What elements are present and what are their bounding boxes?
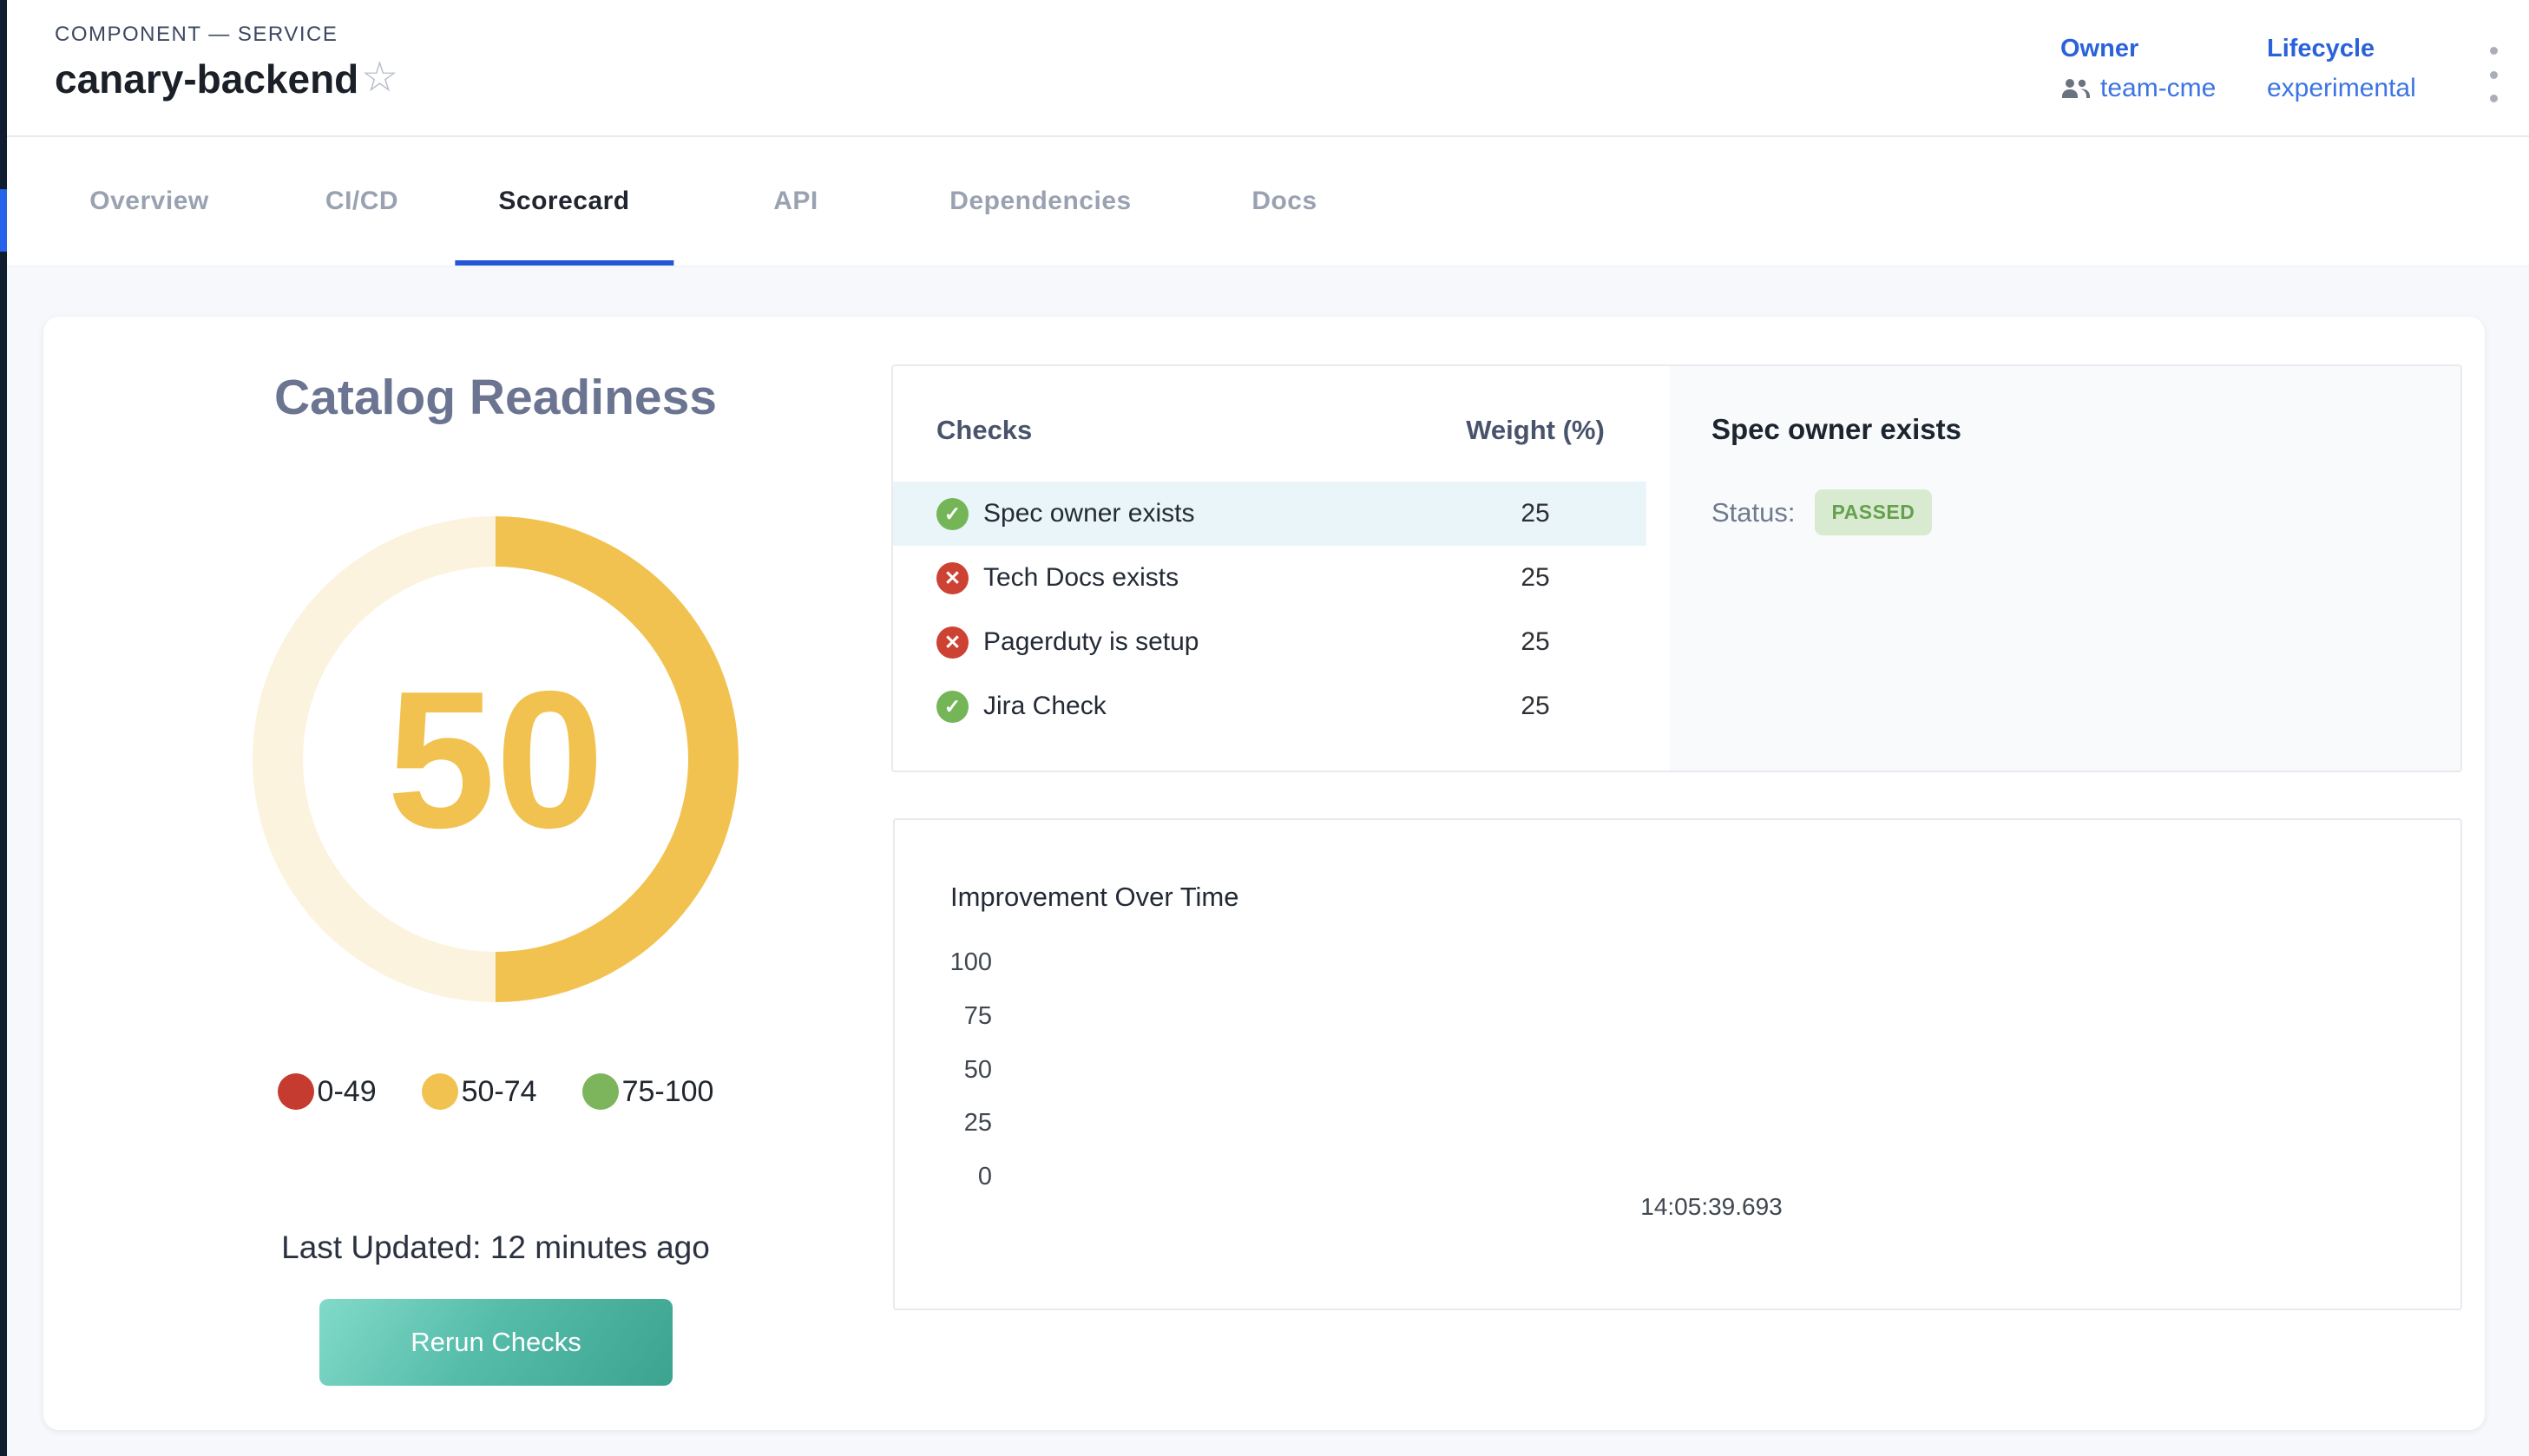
check-detail-title: Spec owner exists [1711,413,1961,446]
check-passed-icon: ✓ [936,691,969,723]
legend-item-low: 0-49 [278,1073,377,1110]
check-row-pagerduty[interactable]: ✕ Pagerduty is setup 25 [893,610,1646,674]
people-icon [2060,77,2092,100]
page-title: canary-backend [55,56,358,102]
more-options-kebab-icon[interactable] [2480,47,2506,102]
legend-dot-green [582,1073,619,1110]
entity-header: COMPONENT — SERVICE canary-backend ☆ Own… [7,0,2529,137]
scorecard-card: Catalog Readiness 50 0-49 50-74 75-100 L… [43,317,2485,1430]
entity-kind-breadcrumb: COMPONENT — SERVICE [55,23,338,47]
score-donut-gauge: 50 [253,516,739,1002]
favorite-star-icon[interactable]: ☆ [361,57,398,99]
owner-label: Owner [2060,35,2216,63]
scorecard-title: Catalog Readiness [183,369,808,426]
check-row-spec-owner[interactable]: ✓ Spec owner exists 25 [893,482,1646,546]
score-value: 50 [387,662,604,857]
lifecycle-block: Lifecycle experimental [2267,35,2416,103]
check-detail-panel: Spec owner exists Status: PASSED [1670,366,2462,771]
entity-tabbar: Overview CI/CD Scorecard API Dependencie… [7,137,2529,266]
y-axis-tick: 100 [895,948,992,977]
sidebar-rail [0,0,7,1456]
tab-overview[interactable]: Overview [89,137,208,266]
y-axis-tick: 0 [895,1163,992,1191]
status-label: Status: [1711,497,1796,528]
lifecycle-label: Lifecycle [2267,35,2416,63]
lifecycle-value: experimental [2267,74,2416,103]
y-axis-tick: 50 [895,1056,992,1085]
tab-dependencies[interactable]: Dependencies [949,137,1131,266]
y-axis-tick: 25 [895,1109,992,1138]
check-row-jira[interactable]: ✓ Jira Check 25 [893,674,1646,738]
x-axis-tick: 14:05:39.693 [1616,1193,1807,1221]
tab-docs[interactable]: Docs [1251,137,1317,266]
legend-item-mid: 50-74 [422,1073,537,1110]
tab-scorecard[interactable]: Scorecard [498,137,629,266]
weight-column-header: Weight (%) [1448,415,1622,446]
check-row-tech-docs[interactable]: ✕ Tech Docs exists 25 [893,546,1646,610]
y-axis-tick: 75 [895,1002,992,1031]
check-failed-icon: ✕ [936,562,969,594]
legend-item-high: 75-100 [582,1073,714,1110]
checks-column-header: Checks [936,415,1032,446]
last-updated-text: Last Updated: 12 minutes ago [43,1230,948,1266]
status-badge: PASSED [1815,489,1933,535]
improvement-chart-panel: Improvement Over Time 100 75 50 25 0 14:… [893,818,2462,1310]
tab-cicd[interactable]: CI/CD [325,137,398,266]
chart-title: Improvement Over Time [950,882,1238,913]
sidebar-active-indicator [0,189,7,252]
tab-api[interactable]: API [773,137,818,266]
check-failed-icon: ✕ [936,626,969,659]
check-passed-icon: ✓ [936,498,969,530]
legend-dot-red [278,1073,314,1110]
checks-panel: Checks Weight (%) ✓ Spec owner exists 25… [891,364,2462,772]
owner-block: Owner team-cme [2060,35,2216,103]
owner-value-link[interactable]: team-cme [2100,74,2216,103]
score-legend: 0-49 50-74 75-100 [43,1073,948,1110]
rerun-checks-button[interactable]: Rerun Checks [319,1299,673,1386]
legend-dot-yellow [422,1073,458,1110]
